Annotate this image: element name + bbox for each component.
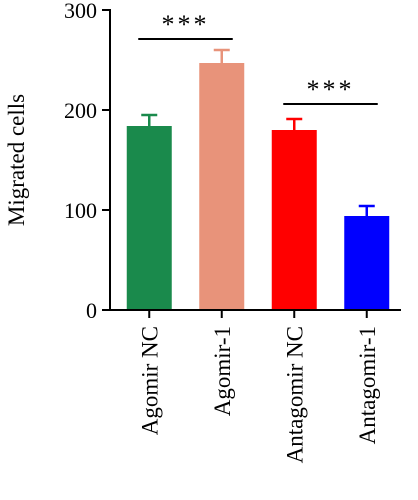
y-axis-title: Migrated cells [4, 94, 29, 226]
bar-2 [199, 63, 245, 310]
bar-4 [344, 216, 390, 310]
bar-3 [271, 130, 317, 310]
y-tick-label-300: 300 [64, 0, 97, 23]
x-tick-label-1: Agomir NC [137, 326, 162, 435]
x-tick-label-2: Agomir-1 [210, 326, 235, 416]
y-axis: 0 100 200 300 [64, 0, 111, 323]
x-tick-label-3: Antagomir NC [282, 326, 307, 463]
significance-label-1: *** [162, 10, 210, 39]
error-bars [141, 48, 375, 216]
y-tick-label-0: 0 [86, 298, 97, 323]
bars [126, 63, 390, 310]
significance-markers: *** *** [138, 10, 378, 105]
bar-1 [126, 126, 172, 310]
x-tick-label-4: Antagomir-1 [355, 326, 380, 444]
y-tick-label-100: 100 [64, 198, 97, 223]
significance-label-2: *** [307, 75, 355, 104]
y-tick-label-200: 200 [64, 98, 97, 123]
x-axis: Agomir NC Agomir-1 Antagomir NC Antagomir-1 [109, 309, 401, 463]
